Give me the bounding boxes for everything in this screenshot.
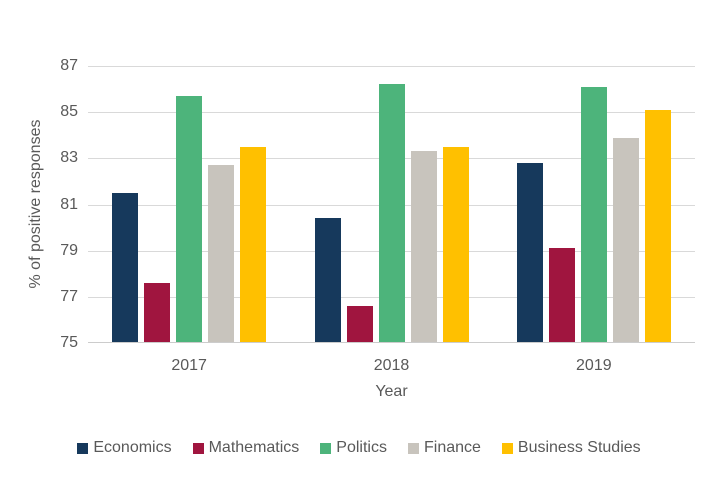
- y-tick-label-81: 81: [60, 195, 78, 213]
- bar-politics-2019: [580, 86, 607, 342]
- bar-economics-2018: [314, 218, 341, 342]
- legend-swatch-mathematics: [192, 443, 204, 454]
- x-category-label-2018: 2018: [373, 357, 410, 374]
- legend: Economics Mathematics Politics Finance Busin…: [0, 439, 718, 457]
- legend-label-politics: Politics: [336, 439, 387, 456]
- y-tick-label-87: 87: [60, 57, 78, 74]
- legend-item-politics: Politics: [320, 439, 387, 457]
- y-tick-label-85: 85: [60, 103, 78, 121]
- legend-swatch-business-studies: [501, 443, 513, 454]
- gridline-87: [88, 66, 695, 67]
- bar-politics-2018: [378, 84, 405, 342]
- bar-finance-2017: [208, 165, 235, 342]
- legend-swatch-politics: [320, 443, 332, 454]
- bar-finance-2018: [410, 151, 437, 342]
- bar-business-studies-2017: [240, 146, 267, 342]
- x-category-label-2019: 2019: [576, 357, 612, 374]
- x-axis-title: Year: [375, 383, 408, 400]
- legend-swatch-finance: [407, 443, 419, 454]
- bar-economics-2017: [112, 192, 139, 342]
- legend-item-economics: Economics: [77, 439, 172, 457]
- legend-item-mathematics: Mathematics: [192, 439, 300, 457]
- y-tick-label-83: 83: [60, 149, 78, 167]
- bar-business-studies-2019: [644, 109, 671, 342]
- legend-item-finance: Finance: [407, 439, 481, 457]
- x-category-label-2017: 2017: [171, 357, 207, 374]
- y-tick-label-79: 79: [60, 241, 78, 259]
- bar-economics-2019: [516, 162, 543, 342]
- bar-finance-2019: [612, 137, 639, 342]
- bar-mathematics-2017: [144, 282, 171, 342]
- y-tick-label-75: 75: [60, 334, 78, 351]
- bar-mathematics-2018: [346, 306, 373, 342]
- y-tick-label-77: 77: [60, 287, 78, 305]
- bar-politics-2017: [176, 96, 203, 342]
- bar-business-studies-2018: [442, 146, 469, 342]
- plot-area: [88, 66, 695, 343]
- legend-label-economics: Economics: [93, 439, 172, 456]
- legend-label-business-studies: Business Studies: [517, 439, 641, 456]
- legend-swatch-economics: [77, 443, 89, 454]
- legend-item-business-studies: Business Studies: [501, 439, 641, 457]
- legend-label-finance: Finance: [423, 439, 481, 456]
- bar-mathematics-2019: [548, 248, 575, 342]
- legend-label-mathematics: Mathematics: [208, 439, 300, 456]
- x-axis-line: [88, 342, 695, 343]
